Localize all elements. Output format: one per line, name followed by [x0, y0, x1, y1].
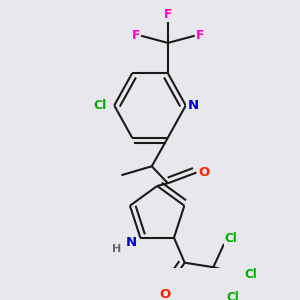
- Text: F: F: [131, 29, 140, 42]
- Text: O: O: [198, 166, 209, 179]
- Text: N: N: [187, 99, 199, 112]
- Text: O: O: [159, 288, 171, 300]
- Text: Cl: Cl: [225, 232, 238, 245]
- Text: F: F: [196, 29, 204, 42]
- Text: N: N: [126, 236, 137, 249]
- Text: F: F: [164, 8, 172, 21]
- Text: H: H: [112, 244, 122, 254]
- Text: Cl: Cl: [93, 99, 106, 112]
- Text: Cl: Cl: [244, 268, 257, 281]
- Text: Cl: Cl: [226, 291, 239, 300]
